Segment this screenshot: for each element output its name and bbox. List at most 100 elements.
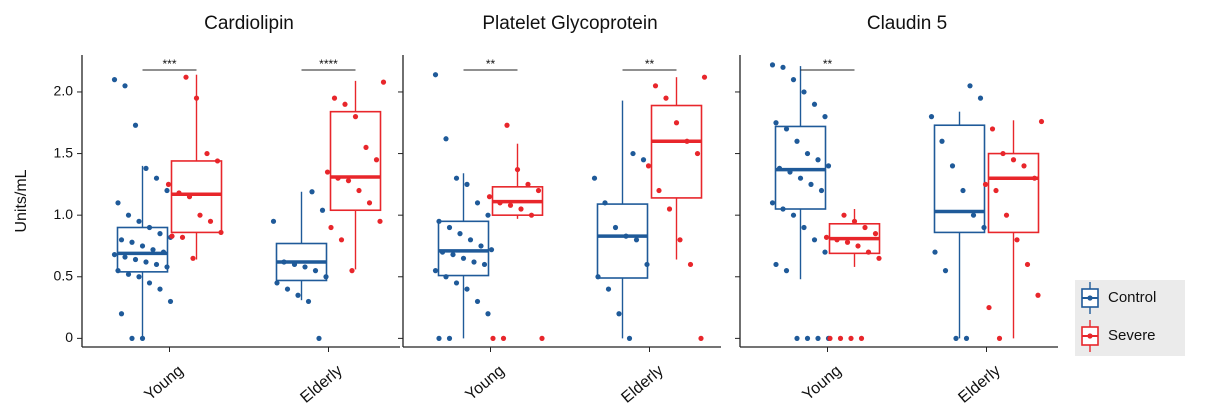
data-point	[939, 138, 945, 144]
data-point	[1038, 118, 1045, 125]
data-point	[129, 239, 135, 245]
data-point	[507, 202, 514, 208]
data-point	[982, 181, 989, 187]
data-point	[460, 255, 467, 261]
data-point	[453, 280, 460, 286]
data-point	[125, 271, 132, 277]
y-tick-label: 0	[65, 329, 73, 345]
data-point	[356, 187, 362, 194]
data-point	[694, 150, 701, 157]
box	[987, 152, 1040, 234]
data-point	[316, 335, 322, 341]
data-point	[157, 286, 163, 292]
data-point	[960, 187, 966, 194]
data-point	[153, 175, 160, 181]
data-point	[591, 175, 598, 181]
data-point	[773, 261, 779, 268]
data-point	[295, 292, 301, 298]
data-point	[514, 166, 521, 173]
data-point	[841, 212, 847, 218]
data-point	[811, 237, 818, 243]
data-point	[366, 200, 373, 206]
data-point	[794, 335, 800, 341]
data-point	[349, 268, 355, 274]
data-point	[595, 274, 601, 280]
data-point	[815, 335, 821, 341]
data-point	[981, 224, 987, 231]
x-tick-label: Elderly	[297, 362, 345, 406]
data-point	[862, 224, 868, 231]
y-tick-label: 0.5	[54, 267, 74, 283]
data-point	[822, 114, 828, 120]
data-point	[486, 194, 493, 200]
data-point	[652, 83, 659, 89]
data-point	[1003, 212, 1010, 218]
data-point	[139, 243, 146, 249]
data-point	[504, 122, 510, 128]
data-point	[977, 95, 984, 101]
data-point	[450, 251, 456, 258]
data-point	[338, 237, 345, 243]
data-point	[640, 157, 647, 163]
data-point	[626, 335, 633, 341]
data-point	[164, 187, 170, 194]
data-point	[323, 274, 329, 280]
data-point	[118, 237, 125, 243]
data-point	[500, 335, 507, 341]
data-point	[876, 255, 882, 261]
data-point	[858, 335, 865, 341]
box	[116, 226, 169, 273]
data-point	[281, 259, 287, 265]
data-point	[190, 255, 196, 261]
chart-title: Cardiolipin	[204, 13, 294, 34]
data-point	[986, 304, 992, 311]
x-tick-label: Young	[800, 362, 845, 404]
data-point	[834, 237, 840, 243]
x-tick-label: Young	[463, 362, 508, 404]
data-point	[432, 268, 439, 274]
data-point	[373, 157, 380, 163]
data-point	[291, 261, 298, 268]
data-point	[345, 178, 352, 184]
data-point	[623, 233, 629, 239]
data-point	[139, 335, 146, 341]
data-point	[122, 254, 128, 260]
significance-label: **	[645, 57, 655, 71]
significance-label: ****	[319, 57, 338, 71]
data-point	[481, 261, 488, 268]
box	[596, 203, 649, 279]
y-tick-label: 2.0	[54, 83, 74, 99]
data-point	[780, 206, 786, 212]
data-point	[825, 163, 832, 169]
data-point	[663, 95, 669, 101]
data-point	[363, 144, 369, 151]
data-point	[352, 114, 359, 120]
data-point	[118, 311, 125, 317]
x-tick-label: Elderly	[955, 362, 1003, 406]
data-point	[164, 264, 170, 270]
data-point	[701, 74, 708, 80]
data-point	[464, 286, 470, 292]
data-point	[872, 231, 879, 237]
data-point	[115, 200, 121, 206]
data-point	[157, 231, 163, 237]
data-point	[687, 261, 694, 268]
data-point	[797, 175, 804, 181]
data-point	[837, 335, 844, 341]
data-point	[656, 187, 662, 194]
data-point	[464, 181, 470, 187]
data-point	[143, 165, 149, 171]
data-point	[443, 136, 449, 142]
data-point	[525, 181, 531, 187]
data-point	[474, 200, 481, 206]
x-tick-label: Young	[142, 362, 187, 404]
x-tick-label: Elderly	[618, 362, 666, 406]
data-point	[790, 212, 797, 218]
data-point	[165, 181, 172, 187]
legend-label: Control	[1108, 289, 1156, 306]
data-point	[488, 247, 495, 253]
data-point	[335, 175, 341, 181]
y-tick-label: 1.0	[54, 206, 74, 222]
box	[329, 110, 382, 212]
